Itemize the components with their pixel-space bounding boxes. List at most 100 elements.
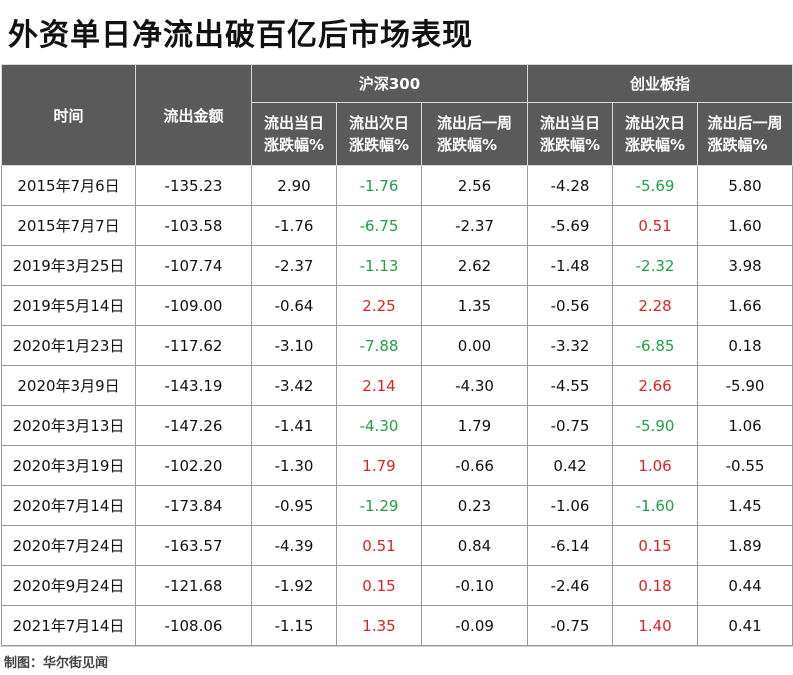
cell-cy-next: 1.06: [612, 445, 699, 486]
cell-date: 2020年3月9日: [1, 365, 136, 406]
cell-hs-week: 1.79: [420, 405, 529, 446]
header-group-chinext: 创业板指: [527, 64, 793, 103]
cell-date: 2020年7月24日: [1, 525, 136, 566]
cell-cy-day: -0.56: [527, 285, 614, 326]
cell-amount: -117.62: [135, 325, 252, 366]
cell-cy-next: 1.40: [612, 605, 699, 646]
cell-cy-day: -6.14: [527, 525, 614, 566]
cell-amount: -147.26: [135, 405, 252, 446]
cell-cy-next: -2.32: [612, 245, 699, 286]
cell-hs-day: -3.10: [251, 325, 337, 366]
cell-cy-day: -4.28: [527, 165, 614, 206]
cell-hs-week: -2.37: [420, 205, 529, 246]
header-sub-chinext-0: 流出当日 涨跌幅%: [527, 102, 614, 166]
cell-hs-week: 0.84: [420, 525, 529, 566]
cell-amount: -121.68: [135, 565, 252, 606]
header-sub-chinext-1: 流出次日 涨跌幅%: [612, 102, 699, 166]
cell-cy-next: 2.28: [612, 285, 699, 326]
cell-cy-day: 0.42: [527, 445, 614, 486]
cell-cy-day: -0.75: [527, 605, 614, 646]
table-row: 2020年7月14日 -173.84 -0.95 -1.29 0.23 -1.06 -1.6…: [1, 485, 793, 526]
header-time: 时间: [1, 64, 136, 166]
cell-hs-day: 2.90: [251, 165, 337, 206]
cell-hs-next: 0.51: [336, 525, 422, 566]
cell-date: 2020年3月19日: [1, 445, 136, 486]
header-sub-hs300-1: 流出次日 涨跌幅%: [336, 102, 422, 166]
cell-hs-next: 0.15: [336, 565, 422, 606]
cell-cy-day: -4.55: [527, 365, 614, 406]
cell-date: 2015年7月6日: [1, 165, 136, 206]
page-title: 外资单日净流出破百亿后市场表现: [8, 18, 473, 53]
table-body: 2015年7月6日 -135.23 2.90 -1.76 2.56 -4.28 -5.69 5…: [1, 165, 793, 646]
table-row: 2020年3月13日 -147.26 -1.41 -4.30 1.79 -0.75 -5.9…: [1, 405, 793, 446]
cell-cy-next: -5.69: [612, 165, 699, 206]
cell-hs-day: -0.64: [251, 285, 337, 326]
cell-hs-next: -6.75: [336, 205, 422, 246]
cell-amount: -103.58: [135, 205, 252, 246]
cell-hs-day: -3.42: [251, 365, 337, 406]
cell-hs-week: 2.62: [420, 245, 529, 286]
cell-hs-day: -1.15: [251, 605, 337, 646]
cell-date: 2019年3月25日: [1, 245, 136, 286]
cell-cy-week: 1.06: [697, 405, 793, 446]
cell-cy-week: 3.98: [697, 245, 793, 286]
cell-date: 2020年7月14日: [1, 485, 136, 526]
cell-date: 2020年9月24日: [1, 565, 136, 606]
cell-hs-week: 0.23: [420, 485, 529, 526]
cell-cy-next: -5.90: [612, 405, 699, 446]
cell-hs-next: -4.30: [336, 405, 422, 446]
cell-hs-next: 2.14: [336, 365, 422, 406]
table-row: 2021年7月14日 -108.06 -1.15 1.35 -0.09 -0.75 1.40…: [1, 605, 793, 646]
cell-cy-week: 0.44: [697, 565, 793, 606]
cell-cy-week: -0.55: [697, 445, 793, 486]
cell-cy-day: -3.32: [527, 325, 614, 366]
cell-cy-next: 0.18: [612, 565, 699, 606]
table-row: 2015年7月7日 -103.58 -1.76 -6.75 -2.37 -5.69 0.51…: [1, 205, 793, 246]
header-sub-label: 流出当日 涨跌幅%: [540, 114, 601, 154]
cell-hs-next: -7.88: [336, 325, 422, 366]
table-row: 2019年3月25日 -107.74 -2.37 -1.13 2.62 -1.48 -2.3…: [1, 245, 793, 286]
cell-cy-next: 2.66: [612, 365, 699, 406]
table-header: 时间 流出金额 沪深300 创业板指 流出当日 涨跌幅% 流出次日 涨跌幅% 流出后一周…: [1, 64, 793, 166]
cell-hs-week: -0.10: [420, 565, 529, 606]
cell-hs-next: -1.29: [336, 485, 422, 526]
footer-credit: 制图：华尔街见闻: [4, 656, 109, 671]
header-sub-hs300-2: 流出后一周 涨跌幅%: [420, 102, 529, 166]
header-sub-label: 流出后一周 涨跌幅%: [437, 114, 513, 154]
cell-date: 2021年7月14日: [1, 605, 136, 646]
cell-cy-next: 0.51: [612, 205, 699, 246]
cell-amount: -108.06: [135, 605, 252, 646]
cell-cy-next: -6.85: [612, 325, 699, 366]
cell-cy-week: 1.89: [697, 525, 793, 566]
cell-hs-next: 1.35: [336, 605, 422, 646]
cell-cy-week: 1.60: [697, 205, 793, 246]
cell-cy-next: 0.15: [612, 525, 699, 566]
cell-hs-week: -0.09: [420, 605, 529, 646]
header-sub-hs300-0: 流出当日 涨跌幅%: [251, 102, 337, 166]
cell-hs-day: -1.41: [251, 405, 337, 446]
cell-hs-week: -4.30: [420, 365, 529, 406]
header-sub-label: 流出后一周 涨跌幅%: [707, 114, 783, 154]
cell-hs-day: -1.76: [251, 205, 337, 246]
cell-amount: -107.74: [135, 245, 252, 286]
cell-hs-day: -2.37: [251, 245, 337, 286]
cell-cy-day: -1.06: [527, 485, 614, 526]
cell-amount: -109.00: [135, 285, 252, 326]
cell-cy-day: -0.75: [527, 405, 614, 446]
header-sub-label: 流出次日 涨跌幅%: [625, 114, 686, 154]
cell-cy-week: 0.18: [697, 325, 793, 366]
cell-cy-day: -2.46: [527, 565, 614, 606]
cell-cy-week: 0.41: [697, 605, 793, 646]
cell-amount: -143.19: [135, 365, 252, 406]
header-group-hs300: 沪深300: [250, 64, 529, 103]
table-row: 2019年5月14日 -109.00 -0.64 2.25 1.35 -0.56 2.28 1…: [1, 285, 793, 326]
cell-cy-week: -5.90: [697, 365, 793, 406]
cell-cy-day: -5.69: [527, 205, 614, 246]
table-row: 2020年1月23日 -117.62 -3.10 -7.88 0.00 -3.32 -6.8…: [1, 325, 793, 366]
cell-date: 2020年3月13日: [1, 405, 136, 446]
cell-amount: -102.20: [135, 445, 252, 486]
cell-amount: -173.84: [135, 485, 252, 526]
cell-amount: -163.57: [135, 525, 252, 566]
table-row: 2015年7月6日 -135.23 2.90 -1.76 2.56 -4.28 -5.69 5…: [1, 165, 793, 206]
cell-hs-next: -1.13: [336, 245, 422, 286]
